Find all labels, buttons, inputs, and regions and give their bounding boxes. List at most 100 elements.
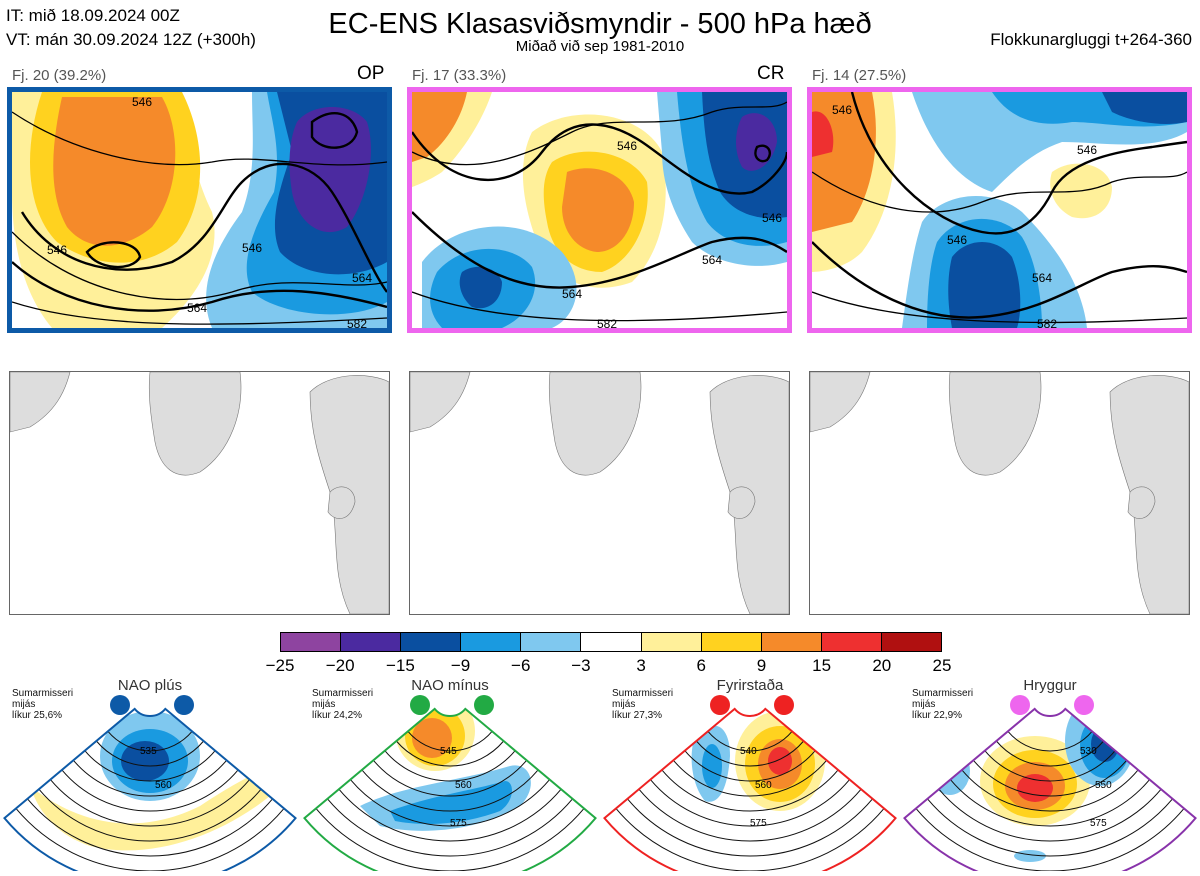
regime-title: NAO mínus — [411, 677, 489, 694]
regime-marker-dot — [710, 695, 730, 715]
anomaly-blob — [412, 718, 452, 758]
svg-text:582: 582 — [1037, 317, 1057, 328]
contour-label: 575 — [750, 818, 767, 829]
regime-info-line: líkur 25,6% — [12, 710, 63, 721]
height-contour — [695, 740, 805, 767]
anomaly-blob — [1014, 850, 1046, 862]
regime-info-line: líkur 22,9% — [912, 710, 963, 721]
colorbar — [280, 632, 942, 652]
regime-title: Hryggur — [1023, 677, 1077, 694]
initial-time: IT: mið 18.09.2024 00Z — [6, 6, 180, 25]
svg-text:582: 582 — [597, 317, 617, 328]
height-contour — [395, 740, 505, 767]
regime-marker-dot — [174, 695, 194, 715]
cluster-1-map: 546 546 564 546 582 564 — [7, 87, 392, 333]
contour-label: 575 — [1090, 818, 1107, 829]
regime-info-line: líkur 24,2% — [312, 710, 363, 721]
colorbar-tick-label: 20 — [872, 656, 892, 675]
cluster-2-label: Fj. 17 (33.3%) — [412, 67, 507, 84]
svg-text:564: 564 — [352, 271, 372, 285]
classification-window: Flokkunargluggi t+264-360 — [990, 30, 1192, 49]
cluster-3-map: 546 546 546 564 582 — [807, 87, 1192, 333]
contour-label: 560 — [455, 780, 472, 791]
height-contour — [338, 788, 562, 842]
colorbar-tick-label: −15 — [385, 656, 415, 675]
regime-info-line: mijás — [12, 699, 36, 710]
colorbar-segment — [821, 633, 882, 651]
height-contour — [673, 759, 827, 797]
height-contour — [373, 759, 527, 797]
cluster-1-label: Fj. 20 (39.2%) — [12, 67, 107, 84]
regime-info-line: Sumarmisseri — [12, 688, 74, 699]
svg-text:564: 564 — [562, 287, 582, 301]
cluster-2-map: 546 564 564 546 582 — [407, 87, 792, 333]
svg-text:564: 564 — [187, 301, 207, 315]
colorbar-tick-label: −6 — [511, 656, 531, 675]
colorbar-segment — [581, 633, 642, 651]
colorbar-segment — [881, 633, 942, 651]
height-contour — [327, 798, 573, 857]
regime-panel: 535 560 — [0, 676, 300, 876]
height-contour — [107, 731, 193, 752]
colorbar-tick-label: −3 — [571, 656, 591, 675]
valid-time: VT: mán 30.09.2024 12Z (+300h) — [6, 30, 256, 49]
anomaly-blob — [768, 747, 792, 775]
height-contour — [707, 731, 793, 752]
contour-label: 575 — [450, 818, 467, 829]
colorbar-segment — [701, 633, 762, 651]
page-subtitle: Miðað við sep 1981-2010 — [515, 38, 685, 55]
colorbar-tick-label: −20 — [325, 656, 355, 675]
colorbar-tick-label: 3 — [636, 656, 646, 675]
colorbar-tick-label: −25 — [265, 656, 295, 675]
regime-info-line: mijás — [912, 699, 936, 710]
contour-label: 560 — [155, 780, 172, 791]
regime-marker-dot — [474, 695, 494, 715]
height-contour — [938, 788, 1162, 842]
svg-text:564: 564 — [1032, 271, 1052, 285]
colorbar-segment — [461, 633, 522, 651]
colorbar-tick-label: 15 — [812, 656, 832, 675]
height-contour — [95, 740, 205, 767]
contour-label: 560 — [755, 780, 772, 791]
colorbar-segment — [401, 633, 462, 651]
colorbar-tick-label: −9 — [450, 656, 471, 675]
height-contour — [650, 779, 850, 827]
height-contour — [61, 769, 239, 812]
page-title: EC-ENS Klasasviðsmyndir - 500 hPa hæð — [328, 8, 872, 40]
regime-info: Sumarmisseri mijás líkur 24,2% — [312, 688, 373, 721]
height-contour — [361, 769, 539, 812]
colorbar-segment — [641, 633, 702, 651]
height-contour — [927, 798, 1173, 857]
regime-panel: 540 560 575 — [600, 676, 900, 876]
height-contour — [350, 779, 550, 827]
height-contour — [50, 779, 250, 827]
height-contour — [950, 779, 1150, 827]
regime-info-line: Sumarmisseri — [612, 688, 674, 699]
cluster-2-tag: CR — [757, 63, 785, 84]
height-contour — [995, 740, 1105, 767]
height-contour — [384, 750, 516, 782]
regime-info-line: mijás — [312, 699, 336, 710]
regime-title: NAO plús — [117, 677, 183, 694]
height-contour — [73, 759, 227, 797]
contour-label: 530 — [1080, 746, 1097, 757]
svg-text:546: 546 — [947, 233, 967, 247]
svg-text:546: 546 — [617, 139, 637, 153]
height-contour — [27, 798, 273, 857]
svg-text:546: 546 — [832, 103, 852, 117]
basemap-3 — [809, 371, 1190, 615]
height-contour — [984, 750, 1116, 782]
regime-marker-dot — [1010, 695, 1030, 715]
height-contour — [627, 798, 873, 857]
cluster-1-tag: OP — [357, 63, 385, 84]
colorbar-tick-label: 25 — [932, 656, 952, 675]
height-contour — [84, 750, 216, 782]
colorbar-tick-label: 6 — [696, 656, 706, 675]
contour-label: 550 — [1095, 780, 1112, 791]
regime-marker-dot — [410, 695, 430, 715]
colorbar-segment — [761, 633, 822, 651]
regime-info: Sumarmisseri mijás líkur 25,6% — [12, 688, 73, 721]
contour-label: 545 — [440, 746, 457, 757]
height-contour — [661, 769, 839, 812]
regime-marker-dot — [1074, 695, 1094, 715]
